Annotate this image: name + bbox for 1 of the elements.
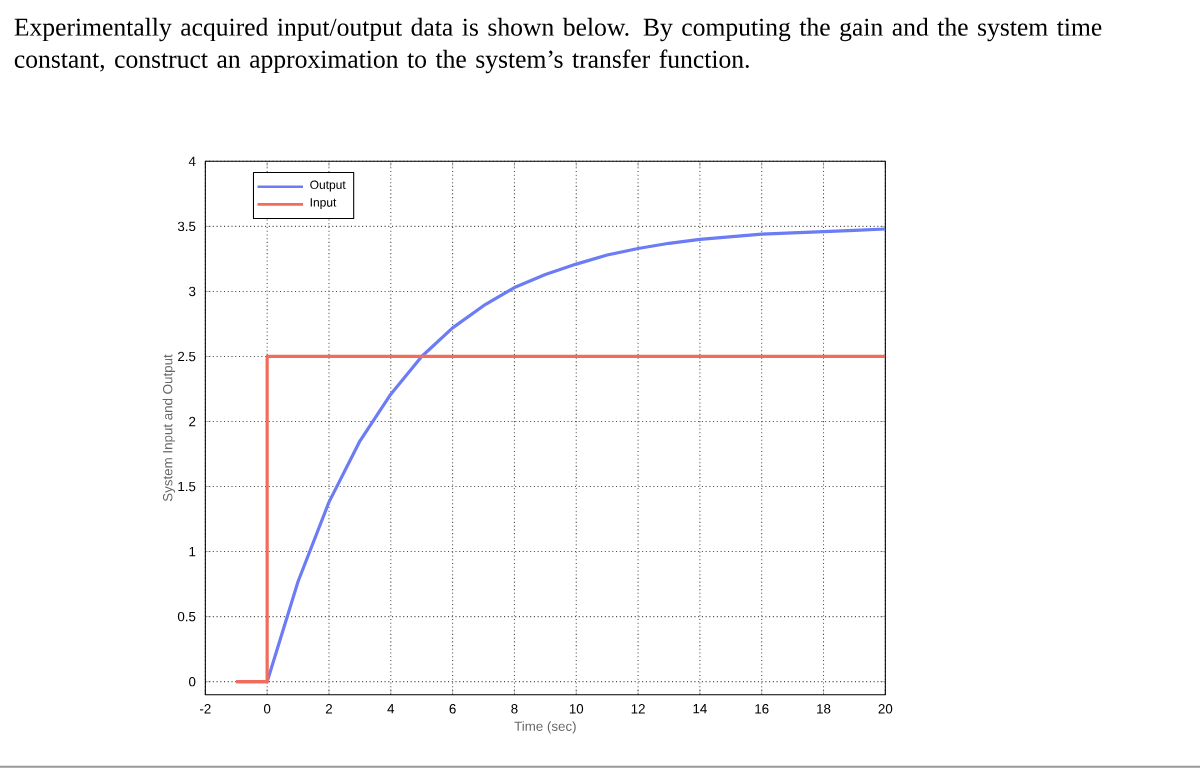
chart-title: Experimentally acquired input/output data is shown below. By computing the gain and the system time constant, construct an approximation to the system’s transfer function. (14, 17, 1102, 74)
